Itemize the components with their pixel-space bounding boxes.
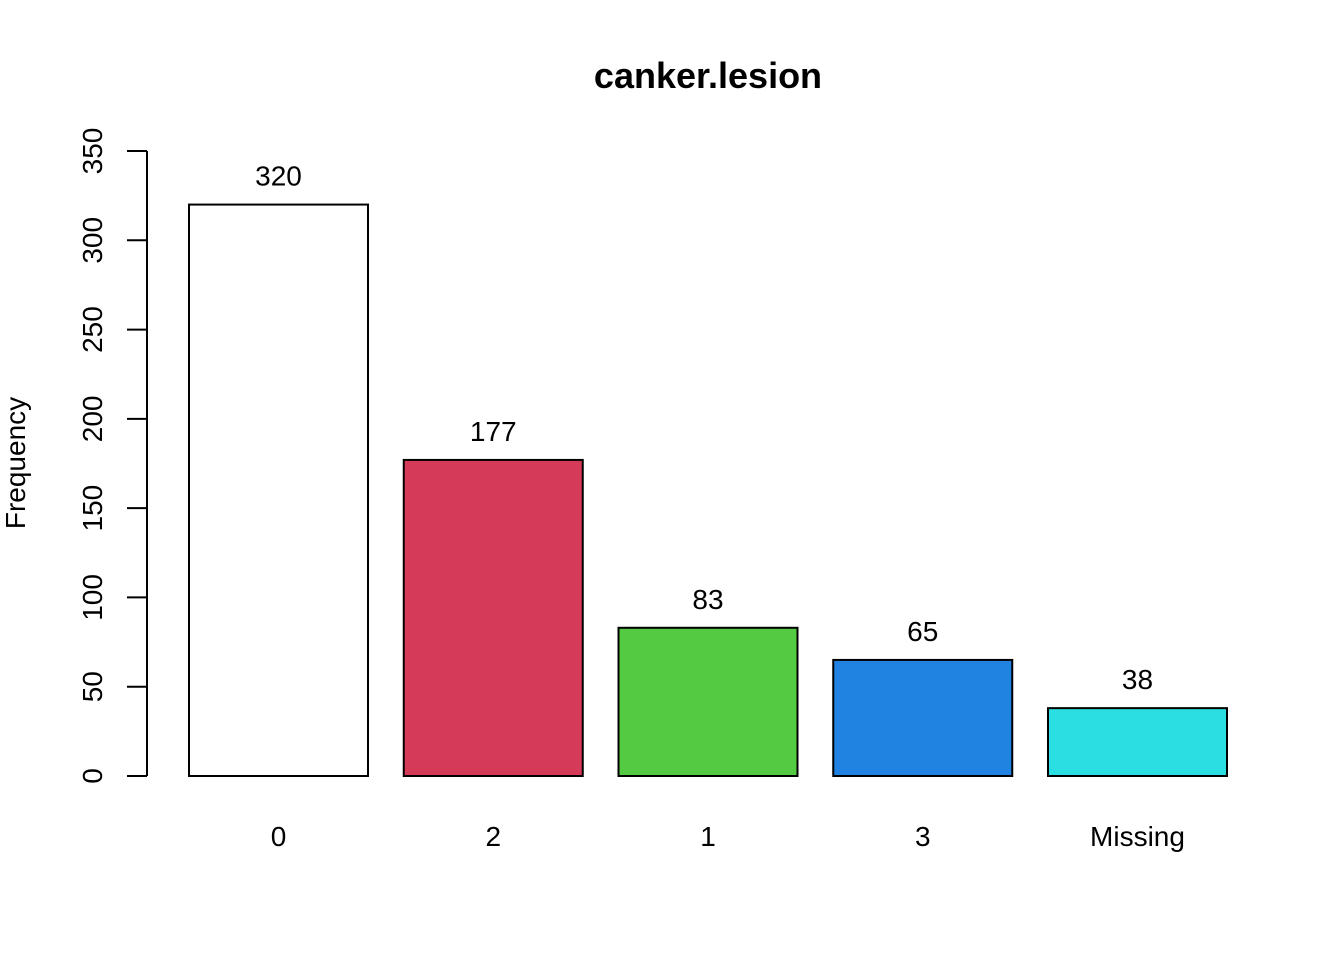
- y-tick-label: 200: [77, 395, 108, 442]
- x-axis-labels: 0 2 1 3 Missing: [271, 821, 1185, 852]
- data-label: 83: [692, 584, 723, 615]
- bar-1: [617, 626, 799, 777]
- y-tick-label: 250: [77, 306, 108, 353]
- bar-2: [402, 458, 584, 777]
- y-tick-label: 300: [77, 217, 108, 264]
- y-axis-ticks: 0 50 100 150 200 250 300 350: [77, 128, 147, 784]
- y-tick-label: 350: [77, 128, 108, 175]
- x-tick-label: Missing: [1090, 821, 1185, 852]
- bar-0: [188, 203, 369, 778]
- data-label: 177: [470, 416, 517, 447]
- x-tick-label: 1: [700, 821, 716, 852]
- y-tick-label: 50: [77, 671, 108, 702]
- y-tick-label: 150: [77, 485, 108, 532]
- data-label: 320: [255, 161, 302, 192]
- y-axis-title: Frequency: [0, 397, 31, 529]
- bar-missing: [1047, 707, 1228, 778]
- bar-3: [832, 658, 1014, 778]
- y-tick-label: 0: [77, 768, 108, 784]
- y-tick-label: 100: [77, 574, 108, 621]
- data-label: 65: [907, 616, 938, 647]
- data-labels: 320 177 83 65 38: [255, 161, 1153, 696]
- x-tick-label: 3: [915, 821, 931, 852]
- data-label: 38: [1122, 664, 1153, 695]
- x-tick-label: 2: [485, 821, 501, 852]
- x-tick-label: 0: [271, 821, 287, 852]
- chart-title: canker.lesion: [594, 55, 822, 96]
- bars: [188, 203, 1228, 778]
